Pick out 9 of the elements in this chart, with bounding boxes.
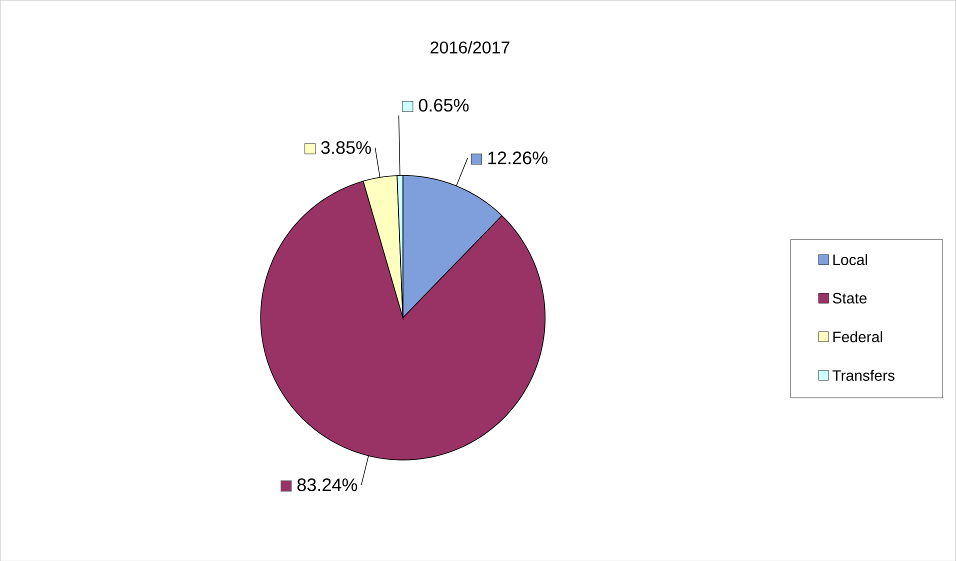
- data-label: 0.65%: [418, 98, 469, 112]
- legend-label: Federal: [833, 331, 882, 342]
- legend-label: Transfers: [832, 370, 894, 381]
- data-label: 3.85%: [321, 140, 371, 154]
- data-label: 83.24%: [297, 478, 358, 492]
- chart-title: 2016/2017: [430, 40, 510, 54]
- data-label: 12.26%: [488, 151, 548, 164]
- legend-label: State: [832, 292, 867, 304]
- legend-label: Local: [833, 254, 868, 265]
